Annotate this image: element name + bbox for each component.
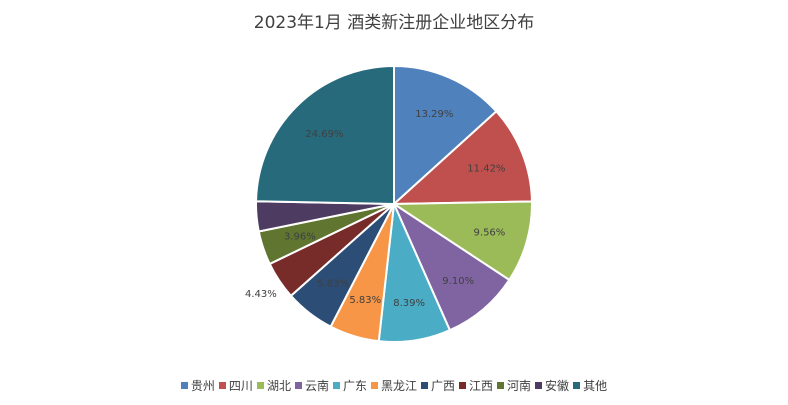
legend-swatch xyxy=(497,382,505,389)
slice-label: 24.69% xyxy=(305,129,343,140)
pie-slice xyxy=(391,201,511,332)
legend-item: 云南 xyxy=(294,377,329,394)
legend-item: 广东 xyxy=(332,377,367,394)
legend-label: 四川 xyxy=(228,379,253,393)
legend-label: 安徽 xyxy=(545,379,570,393)
pie-slice xyxy=(391,109,533,206)
legend-item: 湖北 xyxy=(256,377,291,394)
slice-label: 9.56% xyxy=(474,228,506,239)
slice-label: 3.96% xyxy=(284,232,316,243)
legend-swatch xyxy=(218,382,226,389)
legend-swatch xyxy=(256,382,264,389)
legend-item: 四川 xyxy=(218,377,253,394)
slice-label: 5.83% xyxy=(349,295,381,306)
legend-label: 河南 xyxy=(507,379,532,393)
legend-label: 湖北 xyxy=(266,379,291,393)
slice-label: 5.83% xyxy=(317,278,349,289)
slice-label: 4.43% xyxy=(245,289,277,300)
legend-label: 广东 xyxy=(342,379,367,393)
legend-swatch xyxy=(421,382,428,389)
legend-swatch xyxy=(370,382,378,389)
legend-swatch xyxy=(573,382,581,389)
pie-slice xyxy=(255,64,395,206)
slice-label: 11.42% xyxy=(467,163,505,174)
legend: 贵州 四川 湖北 云南 广东 黑龙江 广西 江西 河南 安徽 其他 xyxy=(0,377,788,394)
legend-label: 黑龙江 xyxy=(380,379,417,393)
legend-swatch xyxy=(294,382,302,389)
legend-swatch xyxy=(332,382,340,389)
legend-item: 黑龙江 xyxy=(370,377,417,394)
legend-swatch xyxy=(180,382,188,389)
legend-item: 贵州 xyxy=(180,377,215,394)
slice-label: 13.29% xyxy=(415,109,453,120)
legend-label: 其他 xyxy=(583,379,608,393)
legend-label: 云南 xyxy=(304,379,329,393)
pie-slice xyxy=(390,200,533,282)
legend-label: 贵州 xyxy=(190,379,215,393)
legend-swatch xyxy=(535,382,543,389)
legend-item: 广西 xyxy=(421,377,455,394)
legend-label: 广西 xyxy=(431,379,456,393)
legend-item: 河南 xyxy=(497,377,531,394)
legend-swatch xyxy=(459,382,467,389)
legend-label: 江西 xyxy=(469,379,494,393)
legend-item: 安徽 xyxy=(535,377,569,394)
pie-slice xyxy=(393,64,498,207)
chart-title: 2023年1月 酒类新注册企业地区分布 xyxy=(253,13,535,33)
legend-item: 江西 xyxy=(459,377,493,394)
slice-label: 8.39% xyxy=(393,298,425,309)
legend-item: 其他 xyxy=(573,377,607,394)
slice-label: 9.10% xyxy=(442,276,474,287)
